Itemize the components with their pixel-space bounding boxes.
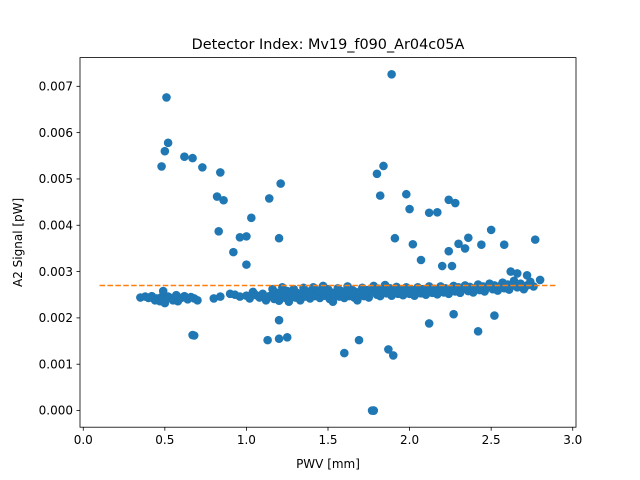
- data-point: [235, 292, 245, 301]
- data-point: [274, 289, 284, 299]
- y-tick-label: 0.003: [39, 265, 73, 279]
- data-point: [274, 334, 284, 344]
- data-point: [229, 247, 238, 257]
- y-tick-label: 0.001: [39, 357, 73, 371]
- data-point: [490, 311, 499, 320]
- x-tick-label: 2.0: [400, 433, 419, 447]
- data-point: [387, 69, 396, 79]
- y-tick-label: 0.006: [39, 126, 73, 140]
- data-point: [529, 282, 538, 291]
- data-point: [449, 309, 458, 319]
- data-point: [477, 240, 486, 250]
- data-point: [216, 168, 225, 177]
- data-point: [198, 163, 207, 172]
- data-point: [242, 232, 251, 241]
- y-tick-label: 0.005: [39, 172, 73, 186]
- data-point: [328, 297, 338, 306]
- data-point: [372, 169, 382, 179]
- data-point: [433, 207, 442, 217]
- x-axis-ticks: 0.0 0.5 1.0 1.5 2.0 2.5 3.0: [74, 427, 582, 447]
- data-point: [209, 294, 219, 303]
- data-point: [157, 162, 166, 171]
- data-point: [282, 333, 292, 342]
- data-point: [160, 146, 170, 156]
- data-point: [216, 292, 225, 301]
- data-point: [444, 195, 454, 205]
- data-point: [375, 191, 385, 200]
- data-point: [447, 261, 457, 271]
- x-tick-label: 1.0: [237, 433, 256, 447]
- data-point: [354, 335, 364, 345]
- data-point: [214, 226, 223, 236]
- data-point: [188, 153, 197, 163]
- data-point: [535, 275, 545, 285]
- y-tick-label: 0.004: [39, 218, 73, 232]
- y-tick-label: 0.000: [39, 404, 73, 418]
- data-point: [530, 235, 540, 244]
- data-point: [486, 225, 496, 235]
- x-axis-label: PWV [mm]: [296, 457, 360, 471]
- data-point: [506, 267, 516, 276]
- x-tick-label: 2.5: [482, 433, 501, 447]
- data-point: [499, 240, 509, 250]
- data-point: [450, 198, 460, 208]
- data-point: [189, 331, 199, 340]
- y-axis-label: A2 Signal [pW]: [11, 198, 25, 287]
- data-point: [460, 244, 470, 253]
- data-point: [473, 327, 483, 336]
- x-tick-label: 3.0: [563, 433, 582, 447]
- data-point: [274, 296, 284, 306]
- data-point: [437, 261, 447, 271]
- data-point: [424, 319, 434, 328]
- y-tick-label: 0.007: [39, 80, 73, 94]
- data-point: [512, 269, 522, 278]
- data-point: [212, 192, 222, 201]
- data-point: [274, 315, 284, 325]
- data-point: [242, 260, 251, 269]
- data-point: [408, 239, 418, 249]
- data-point: [379, 161, 388, 171]
- data-point: [454, 239, 463, 249]
- x-tick-label: 0.0: [74, 433, 93, 447]
- data-point: [284, 297, 294, 306]
- chart-title: Detector Index: Mv19_f090_Ar04c05A: [192, 37, 465, 53]
- data-point: [245, 294, 254, 303]
- data-point: [258, 289, 268, 299]
- data-point: [340, 348, 349, 358]
- data-point: [390, 233, 400, 243]
- data-point: [158, 286, 168, 296]
- data-point: [353, 295, 362, 305]
- data-point: [193, 295, 202, 305]
- y-axis-ticks: 0.000 0.001 0.002 0.003 0.004 0.005 0.006 0.007: [39, 80, 80, 418]
- data-point: [163, 138, 173, 148]
- data-point: [416, 255, 426, 265]
- data-point: [160, 298, 170, 308]
- data-point: [276, 179, 285, 188]
- data-point: [219, 195, 228, 205]
- data-point: [274, 233, 284, 243]
- data-point: [162, 93, 171, 102]
- data-point: [367, 406, 377, 415]
- x-tick-label: 0.5: [155, 433, 174, 447]
- data-point: [264, 194, 274, 203]
- x-tick-label: 1.5: [318, 433, 337, 447]
- data-point: [464, 233, 473, 243]
- data-point: [388, 351, 398, 360]
- data-point: [247, 213, 256, 223]
- points-layer: [136, 69, 545, 415]
- data-point: [509, 276, 519, 286]
- data-point: [384, 345, 393, 354]
- data-point: [402, 189, 411, 199]
- plot-area: [99, 69, 557, 415]
- data-point: [263, 335, 272, 345]
- data-point: [405, 204, 414, 214]
- data-point: [180, 152, 189, 162]
- data-point: [235, 233, 245, 242]
- data-point: [444, 246, 454, 256]
- data-point: [424, 208, 434, 218]
- y-tick-label: 0.002: [39, 311, 73, 325]
- data-point: [522, 270, 532, 280]
